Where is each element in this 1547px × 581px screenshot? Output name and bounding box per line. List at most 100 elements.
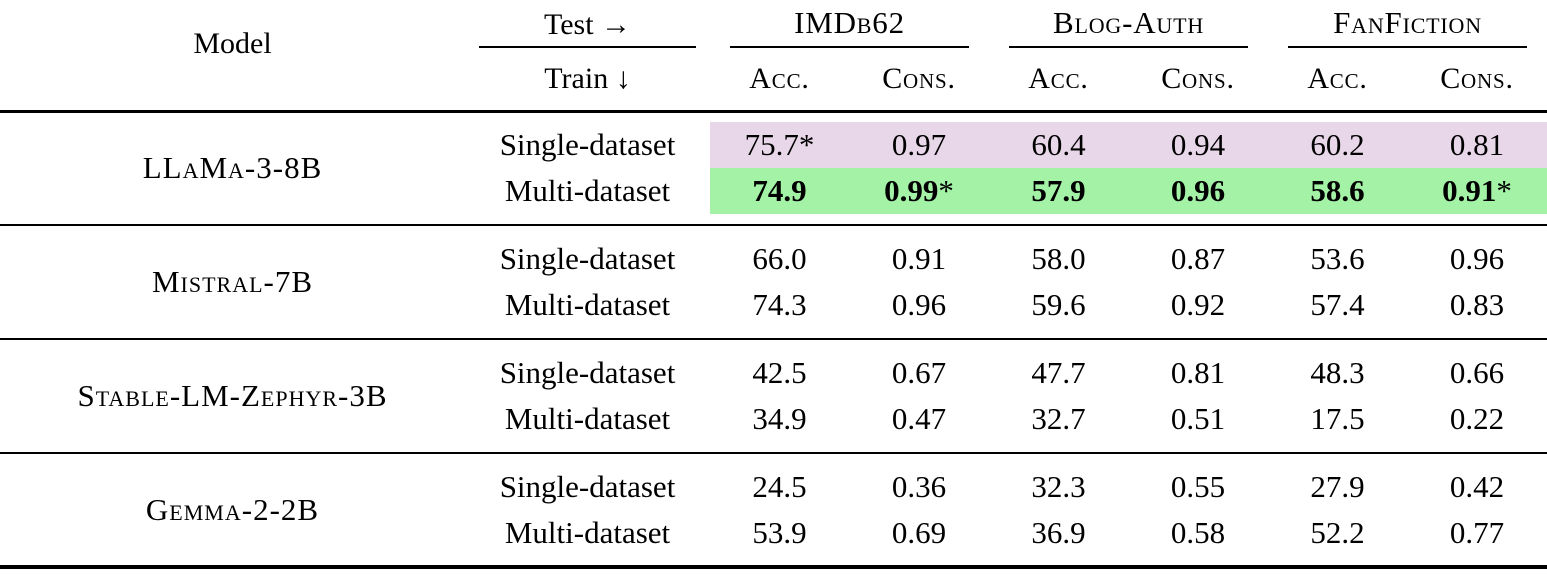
- spacer-row: [0, 556, 1547, 567]
- col-group-fanfiction: FanFiction: [1268, 0, 1547, 48]
- cons-value-cell: 0.96: [1449, 241, 1505, 276]
- cons-value-cell: 0.58: [1170, 515, 1226, 550]
- spacer-row: [0, 453, 1547, 464]
- results-table: Model Test → IMDb62 Blog-Auth FanFiction…: [0, 0, 1547, 567]
- acc-value-cell: 53.9: [752, 515, 807, 550]
- cons-value-cell: 0.42: [1449, 469, 1505, 504]
- cons-value-cell: 0.87: [1170, 241, 1226, 276]
- cons-value-cell: 0.96: [891, 287, 947, 322]
- acc-value-cell: 32.7: [1031, 401, 1086, 436]
- group-label-fanfiction: FanFiction: [1288, 4, 1528, 48]
- model-group-gemma-2-2b: Gemma-2-2B Single-dataset 24.5 0.36 32.3…: [0, 453, 1547, 567]
- acc-value-cell: 66.0: [752, 241, 807, 276]
- model-group-mistral-7b: Mistral-7B Single-dataset 66.0 0.91 58.0…: [0, 225, 1547, 339]
- significance-asterisk: *: [938, 173, 954, 208]
- spacer-row: [0, 442, 1547, 453]
- cons-value-cell: 0.51: [1170, 401, 1226, 436]
- significance-asterisk: *: [1496, 173, 1512, 208]
- spacer-row: [0, 214, 1547, 225]
- col-header-cons-blog-auth: Cons.: [1161, 61, 1235, 95]
- group-label-blog-auth: Blog-Auth: [1009, 4, 1249, 48]
- acc-value-cell: 34.9: [752, 401, 807, 436]
- acc-value-cell: 27.9: [1310, 469, 1365, 504]
- cons-value-cell: 0.91*: [1407, 168, 1547, 214]
- model-group-stable-lm-zephyr-3b: Stable-LM-Zephyr-3B Single-dataset 42.5 …: [0, 339, 1547, 453]
- col-group-blog-auth: Blog-Auth: [989, 0, 1268, 48]
- table-row: LLaMa-3-8B Single-dataset 75.7* 0.97 60.…: [0, 122, 1547, 185]
- cons-value-cell: 0.55: [1170, 469, 1226, 504]
- col-header-cons-fanfiction: Cons.: [1440, 61, 1514, 95]
- train-setting: Multi-dataset: [504, 173, 671, 208]
- table-row: Multi-dataset 53.9 0.69 36.9 0.58 52.2 0…: [0, 510, 1547, 556]
- train-setting: Multi-dataset: [504, 287, 671, 322]
- col-header-train-direction: Train ↓: [544, 61, 631, 95]
- acc-value-cell: 74.3: [752, 287, 807, 322]
- acc-value-cell: 32.3: [1031, 469, 1086, 504]
- group-label-imdb62: IMDb62: [730, 4, 969, 48]
- table-row: Multi-dataset 34.9 0.47 32.7 0.51 17.5 0…: [0, 396, 1547, 442]
- col-header-acc-blog-auth: Acc.: [1028, 61, 1089, 95]
- col-header-test-direction: Test →: [465, 0, 710, 48]
- table-row: Stable-LM-Zephyr-3B Single-dataset 42.5 …: [0, 350, 1547, 413]
- acc-value-cell: 74.9: [710, 168, 849, 214]
- acc-value-cell: 52.2: [1310, 515, 1365, 550]
- cons-value-cell: 0.96: [1128, 168, 1269, 214]
- cons-value-cell: 0.97: [849, 122, 989, 168]
- acc-value-cell: 17.5: [1310, 401, 1365, 436]
- model-name: Gemma-2-2B: [145, 492, 320, 527]
- significance-asterisk: *: [798, 127, 815, 162]
- acc-value-cell: 58.6: [1268, 168, 1408, 214]
- cons-value-cell: 0.36: [891, 469, 947, 504]
- cons-value-cell: 0.47: [891, 401, 947, 436]
- model-name: Stable-LM-Zephyr-3B: [77, 378, 388, 413]
- test-direction-label: Test →: [479, 6, 696, 48]
- header-row-groups: Model Test → IMDb62 Blog-Auth FanFiction: [0, 0, 1547, 60]
- acc-value-cell: 75.7*: [710, 122, 849, 168]
- cons-value-cell: 0.67: [891, 355, 947, 390]
- acc-value-cell: 60.2: [1268, 122, 1408, 168]
- spacer-row: [0, 328, 1547, 339]
- table-row: Multi-dataset 74.9 0.99* 57.9 0.96 58.6 …: [0, 168, 1547, 214]
- col-header-acc-imdb62: Acc.: [749, 61, 810, 95]
- model-name: Mistral-7B: [151, 264, 314, 299]
- cons-value-cell: 0.99*: [849, 168, 989, 214]
- train-setting: Multi-dataset: [504, 515, 671, 550]
- cons-value-cell: 0.83: [1449, 287, 1505, 322]
- cons-value-cell: 0.22: [1449, 401, 1505, 436]
- acc-value-cell: 59.6: [1031, 287, 1086, 322]
- train-setting: Single-dataset: [499, 469, 676, 504]
- cons-value-cell: 0.92: [1170, 287, 1226, 322]
- cons-value-cell: 0.94: [1128, 122, 1269, 168]
- acc-value-cell: 53.6: [1310, 241, 1365, 276]
- model-name: LLaMa-3-8B: [142, 150, 323, 185]
- acc-value-cell: 42.5: [752, 355, 807, 390]
- acc-value-cell: 47.7: [1031, 355, 1086, 390]
- acc-value-cell: 24.5: [752, 469, 807, 504]
- model-group-llama-3-8b: LLaMa-3-8B Single-dataset 75.7* 0.97 60.…: [0, 111, 1547, 225]
- cons-value-cell: 0.81: [1407, 122, 1547, 168]
- header-row-metrics: Train ↓ Acc. Cons. Acc. Cons. Acc. Cons.: [0, 48, 1547, 111]
- table-header: Model Test → IMDb62 Blog-Auth FanFiction…: [0, 0, 1547, 111]
- col-header-acc-fanfiction: Acc.: [1307, 61, 1368, 95]
- spacer-row: [0, 225, 1547, 236]
- acc-value-cell: 60.4: [989, 122, 1128, 168]
- table-row: Multi-dataset 74.3 0.96 59.6 0.92 57.4 0…: [0, 282, 1547, 328]
- cons-value-cell: 0.81: [1170, 355, 1226, 390]
- table-row: Mistral-7B Single-dataset 66.0 0.91 58.0…: [0, 236, 1547, 299]
- acc-value-cell: 48.3: [1310, 355, 1365, 390]
- spacer-row: [0, 339, 1547, 350]
- train-setting: Single-dataset: [499, 355, 676, 390]
- col-group-imdb62: IMDb62: [710, 0, 989, 48]
- acc-value-cell: 57.4: [1310, 287, 1365, 322]
- acc-value-cell: 58.0: [1031, 241, 1086, 276]
- cons-value-cell: 0.69: [891, 515, 947, 550]
- train-setting: Single-dataset: [499, 241, 676, 276]
- col-header-cons-imdb62: Cons.: [882, 61, 956, 95]
- train-setting: Multi-dataset: [504, 401, 671, 436]
- spacer-row: [0, 111, 1547, 122]
- table-row: Gemma-2-2B Single-dataset 24.5 0.36 32.3…: [0, 464, 1547, 527]
- train-setting: Single-dataset: [499, 127, 676, 162]
- acc-value-cell: 57.9: [989, 168, 1128, 214]
- cons-value-cell: 0.77: [1449, 515, 1505, 550]
- col-header-model: Model: [193, 26, 272, 60]
